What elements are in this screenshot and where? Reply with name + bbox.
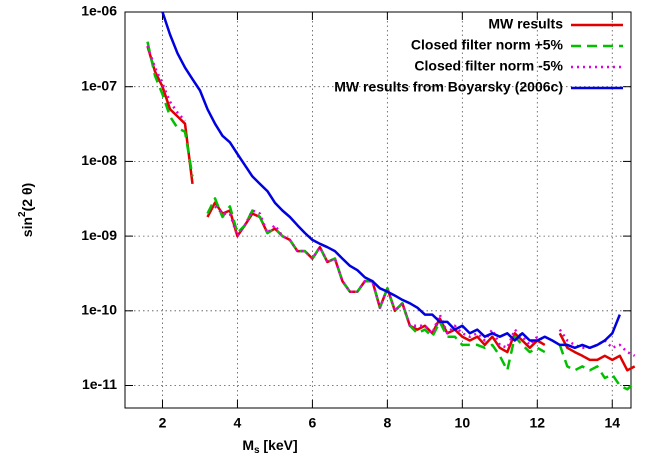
- legend-label: MW results: [488, 16, 563, 32]
- x-label-rest: [keV]: [260, 437, 298, 453]
- plot-frame: [124, 11, 632, 409]
- x-axis-label: Ms [keV]: [242, 437, 297, 456]
- y-tick-label: 1e-10: [81, 302, 117, 318]
- y-tick-label: 1e-06: [81, 3, 117, 19]
- y-label-base: sin: [19, 217, 35, 237]
- x-label-base: M: [242, 437, 254, 453]
- x-tick-label: 2: [159, 415, 167, 431]
- x-tick-label: 12: [530, 415, 546, 431]
- x-label-sub: s: [254, 445, 260, 456]
- x-tick-label: 10: [455, 415, 471, 431]
- legend-label: Closed filter norm +5%: [411, 37, 564, 53]
- x-tick-label: 8: [383, 415, 391, 431]
- legend-label: MW results from Boyarsky (2006c): [334, 79, 563, 95]
- x-tick-label: 14: [604, 415, 620, 431]
- y-tick-label: 1e-07: [81, 77, 117, 93]
- y-tick-label: 1e-09: [81, 227, 117, 243]
- x-tick-label: 6: [309, 415, 317, 431]
- y-label-rest: (2 θ): [19, 183, 35, 212]
- y-axis-label: sin2(2 θ): [17, 183, 35, 237]
- series-line: [161, 11, 621, 350]
- y-label-sup: 2: [17, 211, 28, 217]
- legend-label: Closed filter norm -5%: [414, 58, 563, 74]
- y-tick-label: 1e-08: [81, 152, 117, 168]
- series-line: [146, 45, 636, 372]
- y-tick-label: 1e-11: [82, 376, 117, 392]
- series-line: [146, 41, 636, 391]
- series-line: [146, 45, 636, 357]
- x-tick-label: 4: [234, 415, 242, 431]
